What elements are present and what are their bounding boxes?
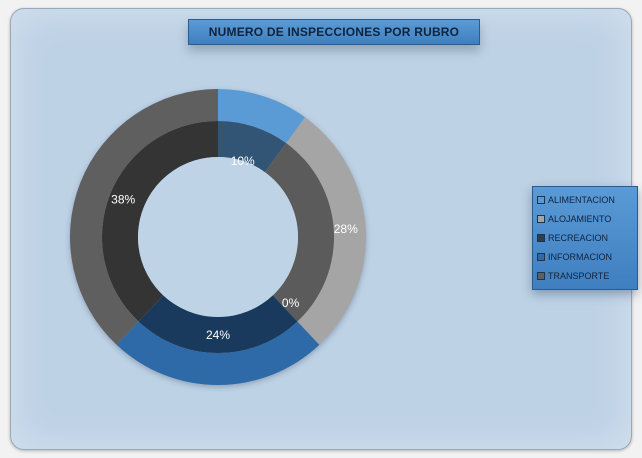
legend: ALIMENTACION ALOJAMIENTO RECREACION INFO…: [532, 186, 638, 290]
slice-label-recreacion: 0%: [282, 296, 300, 310]
legend-item-alimentacion: ALIMENTACION: [537, 195, 633, 205]
legend-item-recreacion: RECREACION: [537, 233, 633, 243]
slice-label-alojamiento: 28%: [334, 222, 358, 236]
legend-label-recreacion: RECREACION: [548, 232, 609, 243]
legend-swatch-recreacion: [537, 233, 545, 242]
legend-label-alojamiento: ALOJAMIENTO: [548, 214, 612, 225]
legend-item-alojamiento: ALOJAMIENTO: [537, 214, 633, 224]
legend-item-informacion: INFORMACION: [537, 252, 633, 262]
inner-slice-transporte: [102, 121, 218, 322]
chart-title: NUMERO DE INSPECCIONES POR RUBRO: [188, 19, 480, 45]
legend-label-alimentacion: ALIMENTACION: [548, 195, 615, 206]
inner-slice-alimentacion: [218, 121, 287, 173]
legend-swatch-alimentacion: [537, 196, 545, 205]
slice-labels: 10% 28% 0% 24% 38%: [111, 154, 358, 342]
inner-slice-informacion: [138, 295, 298, 353]
outer-slice-transporte: [69, 89, 218, 345]
outer-slice-alojamiento: [286, 117, 367, 345]
outer-ring: [69, 89, 367, 386]
outer-slice-informacion: [116, 321, 320, 386]
inner-ring: [102, 121, 334, 353]
doughnut-hole: [138, 157, 298, 317]
slice-label-alimentacion: 10%: [231, 154, 255, 168]
legend-label-informacion: INFORMACION: [548, 251, 612, 262]
slice-label-transporte: 38%: [111, 192, 135, 206]
slice-label-informacion: 24%: [206, 328, 230, 342]
inner-slice-alojamiento: [265, 143, 334, 322]
legend-swatch-informacion: [537, 252, 545, 261]
legend-swatch-alojamiento: [537, 215, 545, 224]
outer-slice-alimentacion: [218, 89, 305, 144]
legend-swatch-transporte: [537, 271, 545, 280]
legend-item-transporte: TRANSPORTE: [537, 271, 633, 281]
legend-label-transporte: TRANSPORTE: [548, 270, 610, 281]
